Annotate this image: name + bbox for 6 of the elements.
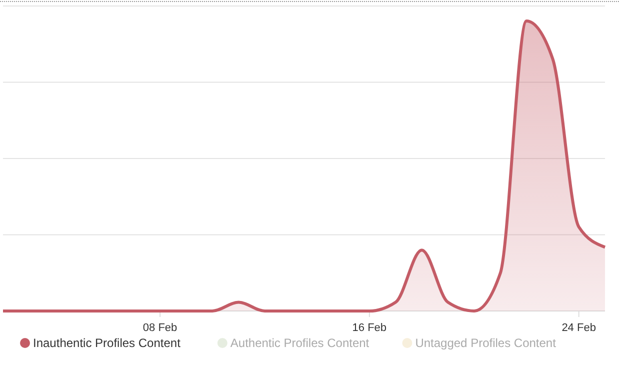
legend-label: Authentic Profiles Content <box>230 336 370 350</box>
legend-label: Inauthentic Profiles Content <box>33 336 182 350</box>
x-tick-label: 24 Feb <box>562 322 596 334</box>
x-tick-label: 16 Feb <box>352 322 387 334</box>
legend-label: Untagged Profiles Content <box>415 336 557 350</box>
x-tick-label: 08 Feb <box>142 322 178 334</box>
